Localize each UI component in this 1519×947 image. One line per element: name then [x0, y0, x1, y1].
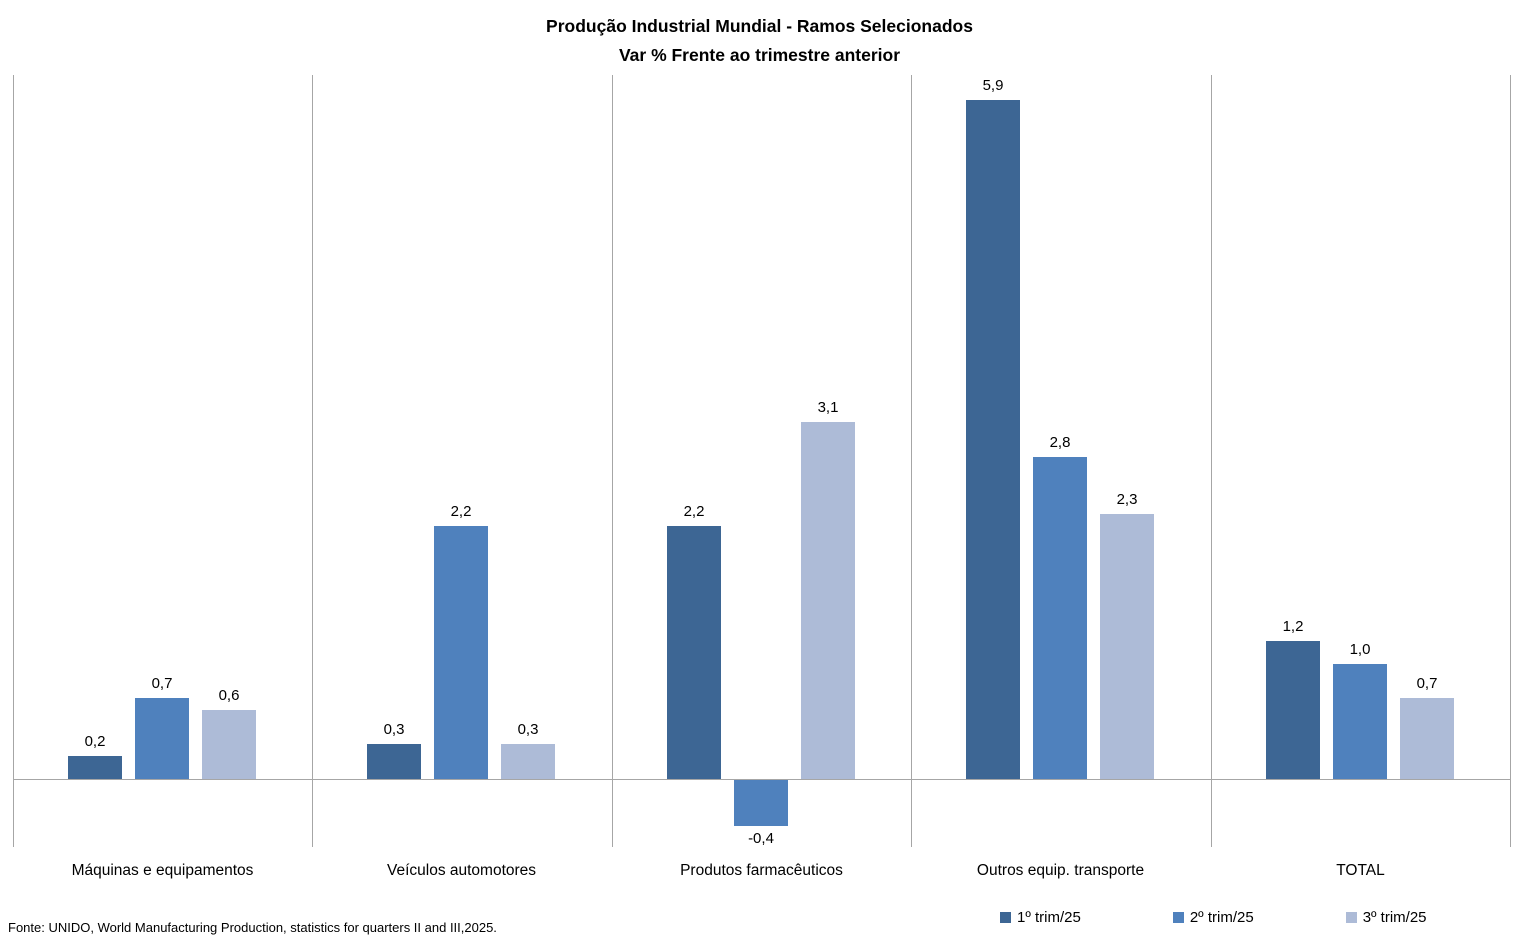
category-separator-gridline: [911, 75, 912, 847]
data-label: -0,4: [748, 830, 774, 847]
data-label: 0,3: [517, 721, 539, 738]
bar-2trim-cat4: [1033, 457, 1087, 779]
legend-item-1: 1º trim/25: [1000, 909, 1081, 926]
chart-title-line1: Produção Industrial Mundial - Ramos Sele…: [546, 16, 973, 36]
legend-swatch-icon: [1172, 912, 1184, 923]
source-note: Fonte: UNIDO, World Manufacturing Produc…: [8, 920, 497, 935]
bar-2trim-cat1: [135, 698, 189, 779]
category-separator-gridline: [13, 75, 14, 847]
bar-1trim-cat1: [68, 756, 122, 779]
data-label: 2,2: [683, 503, 705, 520]
legend: 1º trim/25 2º trim/25 3º trim/25: [1000, 909, 1427, 926]
category-label-4: Outros equip. transporte: [976, 862, 1145, 879]
data-label: 1,2: [1282, 618, 1304, 635]
bar-2trim-cat3: [734, 780, 788, 826]
category-label-2: Veículos automotores: [386, 862, 537, 879]
legend-label: 3º trim/25: [1362, 909, 1427, 926]
bar-1trim-cat5: [1266, 641, 1320, 779]
chart-title-line2: Var % Frente ao trimestre anterior: [618, 45, 901, 65]
data-label: 0,2: [84, 733, 106, 750]
data-label: 0,6: [218, 687, 240, 704]
bar-3trim-cat3: [801, 422, 855, 779]
legend-item-3: 3º trim/25: [1345, 909, 1427, 926]
category-separator-gridline: [312, 75, 313, 847]
data-label: 2,2: [450, 503, 472, 520]
legend-swatch-icon: [1345, 912, 1357, 923]
bar-3trim-cat1: [202, 710, 256, 779]
category-label-3: Produtos farmacêuticos: [680, 862, 843, 879]
data-label: 0,3: [383, 721, 405, 738]
bar-1trim-cat2: [367, 744, 421, 779]
chart-title: Produção Industrial Mundial - Ramos Sele…: [0, 12, 1519, 70]
bar-3trim-cat4: [1100, 514, 1154, 779]
data-label: 5,9: [982, 77, 1004, 94]
bar-1trim-cat3: [667, 526, 721, 779]
data-label: 0,7: [1416, 675, 1438, 692]
category-separator-gridline: [1510, 75, 1511, 847]
bar-3trim-cat2: [501, 744, 555, 779]
bar-2trim-cat2: [434, 526, 488, 779]
legend-label: 1º trim/25: [1017, 909, 1081, 926]
bar-2trim-cat5: [1333, 664, 1387, 779]
data-label: 1,0: [1349, 641, 1371, 658]
category-separator-gridline: [612, 75, 613, 847]
category-label-1: Máquinas e equipamentos: [71, 862, 254, 879]
plot-area: 0,2 0,7 0,6 0,3 2,2 0,3 2,2 -0,4 3,1 5,9 2,8 2,3 1,2…: [13, 75, 1511, 847]
data-label: 2,8: [1049, 434, 1071, 451]
x-axis-zero-line: [13, 779, 1510, 780]
legend-label: 2º trim/25: [1189, 909, 1254, 926]
legend-item-2: 2º trim/25: [1172, 909, 1254, 926]
bar-1trim-cat4: [966, 100, 1020, 779]
bar-3trim-cat5: [1400, 698, 1454, 779]
legend-swatch-icon: [1000, 912, 1011, 923]
data-label: 2,3: [1116, 491, 1138, 508]
data-label: 0,7: [151, 675, 173, 692]
category-separator-gridline: [1211, 75, 1212, 847]
category-label-5: TOTAL: [1336, 862, 1385, 879]
data-label: 3,1: [817, 399, 839, 416]
category-axis: Máquinas e equipamentos Veículos automoto…: [13, 862, 1510, 892]
